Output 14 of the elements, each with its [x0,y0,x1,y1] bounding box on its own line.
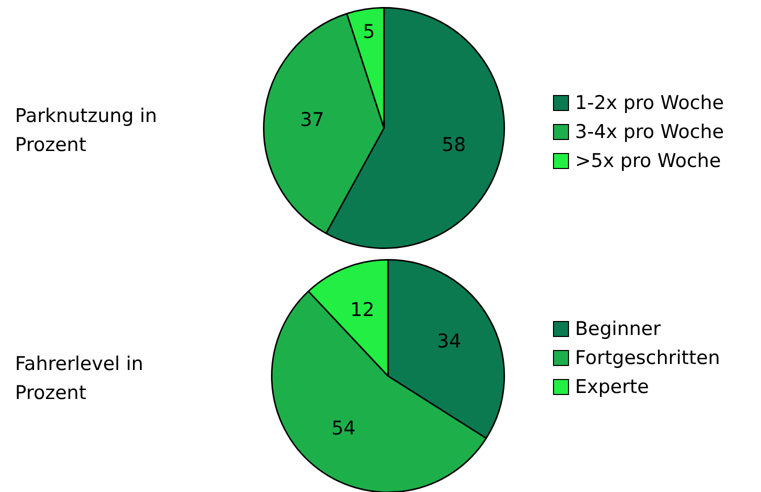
legend-label: >5x pro Woche [575,150,721,172]
data-label: 54 [331,418,356,440]
data-label: 37 [300,109,324,132]
legend-label: 3-4x pro Woche [575,120,724,142]
data-label: 5 [362,20,375,43]
legend-label: Fortgeschritten [575,346,720,368]
data-label: 58 [442,134,466,156]
data-label: 12 [350,299,374,322]
data-label: 34 [437,330,462,352]
text: Parknutzung in Prozent [15,104,158,158]
legend-label: Experte [575,376,649,398]
legend-label: 1-2x pro Woche [575,92,724,114]
text: Fahrerlevel in Prozent [15,352,144,406]
legend-label: Beginner [575,318,661,340]
